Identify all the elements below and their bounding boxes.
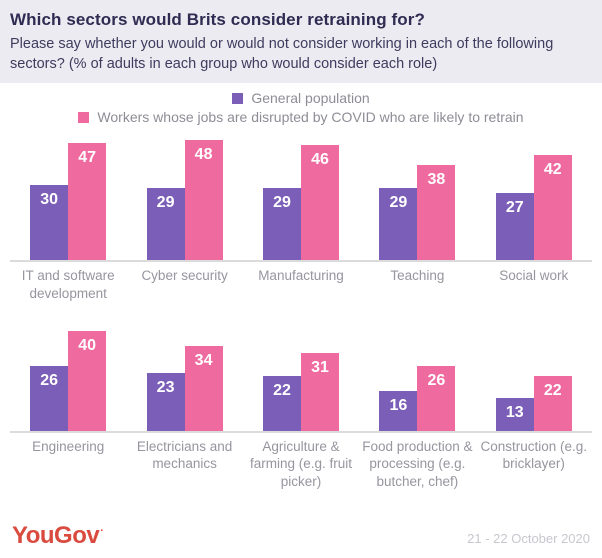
- bar-general-population: 22: [262, 375, 301, 431]
- bar-general-population: 29: [146, 187, 185, 261]
- bar-disrupted-workers: 48: [184, 140, 223, 261]
- bar-value: 42: [543, 161, 562, 179]
- plot-area-top: 30 47 29 48 29 46 29 38 27 42: [10, 127, 592, 263]
- bar-general-population: 30: [30, 185, 69, 261]
- bar-group: 29 46: [243, 145, 359, 261]
- bar-value: 23: [156, 379, 175, 397]
- category-label: IT and software development: [21, 268, 115, 301]
- yougov-logo: YouGov.: [12, 522, 103, 550]
- bar-general-population: 29: [262, 187, 301, 261]
- category-label: Agriculture & farming (e.g. fruit picker…: [249, 438, 352, 489]
- bar-disrupted-workers: 22: [533, 375, 572, 431]
- legend-label-general-population: General population: [251, 90, 370, 107]
- bar-disrupted-workers: 31: [300, 353, 339, 431]
- category-label: Teaching: [390, 268, 445, 284]
- bar-value: 27: [505, 198, 524, 216]
- category-labels-bottom: Engineering Electricians and mechanics Agr…: [10, 433, 592, 491]
- bar-value: 30: [40, 191, 59, 209]
- chart-subtitle: Please say whether you would or would no…: [10, 36, 554, 72]
- bar-general-population: 13: [495, 398, 534, 431]
- chart-title: Which sectors would Brits consider retra…: [10, 10, 425, 29]
- chart-row-bottom: 26 40 23 34 22 31 16 26 13 22 Engineering Electric…: [0, 305, 602, 491]
- bar-disrupted-workers: 47: [68, 142, 107, 261]
- bar-disrupted-workers: 26: [417, 365, 456, 431]
- bar-value: 38: [427, 171, 446, 189]
- bar-value: 29: [273, 193, 291, 211]
- bar-group: 29 48: [126, 140, 242, 261]
- bar-value: 16: [389, 396, 408, 414]
- bar-general-population: 29: [379, 187, 418, 261]
- bar-group: 30 47: [10, 142, 126, 261]
- bar-value: 48: [194, 146, 213, 164]
- bar-general-population: 27: [495, 192, 534, 261]
- chart-legend: General population Workers whose jobs ar…: [0, 90, 602, 125]
- plot-area-bottom: 26 40 23 34 22 31 16 26 13 22: [10, 305, 592, 433]
- bar-general-population: 16: [379, 390, 418, 431]
- bar-value: 47: [78, 148, 97, 166]
- fieldwork-date: 21 - 22 October 2020: [467, 531, 590, 546]
- legend-item-disrupted-workers: Workers whose jobs are disrupted by COVI…: [78, 109, 524, 126]
- bar-group: 29 38: [359, 165, 475, 261]
- bar-value: 29: [156, 193, 175, 211]
- bar-group: 16 26: [359, 365, 475, 431]
- bar-general-population: 23: [146, 373, 185, 431]
- bar-group: 26 40: [10, 330, 126, 431]
- bar-disrupted-workers: 40: [68, 330, 107, 431]
- legend-swatch-general-population: [232, 92, 244, 104]
- chart-footer: YouGov. 21 - 22 October 2020: [0, 522, 602, 558]
- bar-value: 26: [40, 371, 59, 389]
- bar-value: 26: [427, 371, 446, 389]
- yougov-logo-trademark-dot: .: [100, 522, 103, 534]
- category-label: Cyber security: [141, 268, 228, 284]
- bar-disrupted-workers: 38: [417, 165, 456, 261]
- bar-value: 34: [194, 351, 213, 369]
- category-label: Food production & processing (e.g. butch…: [362, 438, 473, 489]
- bar-value: 13: [505, 404, 524, 422]
- bar-general-population: 26: [30, 365, 69, 431]
- bar-value: 40: [78, 336, 97, 354]
- bar-disrupted-workers: 34: [184, 345, 223, 431]
- bar-value: 22: [273, 381, 291, 399]
- bar-value: 46: [311, 151, 329, 169]
- bar-group: 23 34: [126, 345, 242, 431]
- bar-disrupted-workers: 46: [300, 145, 339, 261]
- bar-group: 22 31: [243, 353, 359, 431]
- chart-header: Which sectors would Brits consider retra…: [0, 0, 602, 84]
- category-label: Manufacturing: [258, 268, 344, 284]
- bar-value: 22: [543, 381, 562, 399]
- bar-value: 31: [311, 359, 329, 377]
- yougov-logo-text: YouGov: [12, 522, 100, 549]
- category-label: Engineering: [32, 438, 105, 454]
- legend-swatch-disrupted-workers: [78, 111, 90, 123]
- bar-group: 27 42: [476, 155, 592, 261]
- bar-group: 13 22: [476, 375, 592, 431]
- category-label: Social work: [499, 268, 569, 284]
- category-label: Construction (e.g. bricklayer): [480, 438, 588, 472]
- bar-value: 29: [389, 193, 408, 211]
- category-labels-top: IT and software development Cyber securit…: [10, 262, 592, 302]
- chart-row-top: 30 47 29 48 29 46 29 38 27 42 IT and software dev…: [0, 127, 602, 302]
- legend-item-general-population: General population: [232, 90, 370, 107]
- category-label: Electricians and mechanics: [136, 438, 233, 472]
- legend-label-disrupted-workers: Workers whose jobs are disrupted by COVI…: [97, 109, 524, 126]
- bar-disrupted-workers: 42: [533, 155, 572, 261]
